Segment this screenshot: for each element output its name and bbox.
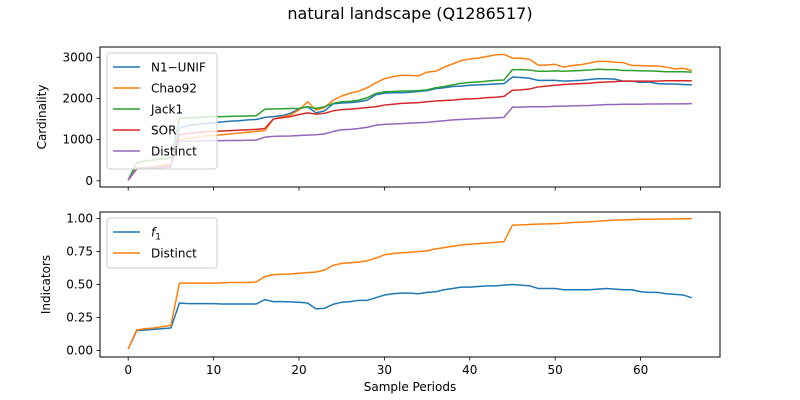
legend: N1−UNIF Chao92 Jack1 SOR Distinct (106, 52, 218, 170)
y-tick-label: 0.50 (66, 278, 93, 292)
y-axis-label: Cardinality (35, 85, 49, 150)
series-group (127, 53, 692, 181)
legend-label: Chao92 (151, 82, 197, 96)
legend-label: SOR (151, 124, 176, 138)
y-tick-label: 0.25 (66, 310, 93, 324)
series-line-2 (127, 53, 692, 181)
x-tick-label: 10 (206, 363, 221, 377)
axes-frame (99, 46, 721, 188)
x-tick-label: 0 (124, 363, 132, 377)
series-line-3 (127, 68, 692, 181)
x-axis-label: Sample Periods (364, 380, 456, 394)
y-tick-label: 3000 (62, 50, 93, 64)
x-tick-label: 60 (633, 363, 648, 377)
series-line-1 (127, 283, 693, 350)
chart-root: 0 1000 2000 3000 Cardinality N1−UNIF Chao92 Jac… (35, 46, 721, 394)
figure-title: natural landscape (Q1286517) (287, 4, 532, 23)
legend-label: Jack1 (150, 103, 183, 117)
chart-panel-1: 0 1000 2000 3000 Cardinality N1−UNIF Chao92 Jac… (35, 46, 721, 191)
y-tick-label: 1000 (62, 133, 93, 147)
x-tick-label: 40 (462, 363, 477, 377)
legend: f1 Distinct (106, 217, 218, 269)
legend-box (106, 217, 218, 269)
series-line-5 (127, 102, 692, 181)
legend-box (106, 52, 218, 170)
series-line-2 (127, 217, 692, 350)
x-tick-label: 20 (291, 363, 306, 377)
y-axis-label: Indicators (39, 255, 53, 314)
x-tick-label: 30 (377, 363, 392, 377)
legend-label-subscript: 1 (155, 233, 161, 243)
y-tick-label: 0.75 (66, 245, 93, 259)
legend-label: Distinct (151, 247, 197, 261)
x-tick-label: 50 (548, 363, 563, 377)
y-tick-label: 0.00 (66, 343, 93, 357)
y-tick-label: 0 (85, 174, 93, 188)
legend-label: N1−UNIF (151, 61, 206, 75)
legend-label: f1 (151, 226, 161, 243)
y-tick-label: 1.00 (66, 212, 93, 226)
legend-label: Distinct (151, 145, 197, 159)
series-line-4 (127, 80, 692, 181)
series-group (127, 217, 693, 350)
y-tick-label: 2000 (62, 91, 93, 105)
chart-panel-2: 0 10 20 30 40 50 60 0.00 0.25 0.50 0.75 1.00 Indicat… (39, 211, 721, 394)
series-line-1 (127, 76, 692, 181)
